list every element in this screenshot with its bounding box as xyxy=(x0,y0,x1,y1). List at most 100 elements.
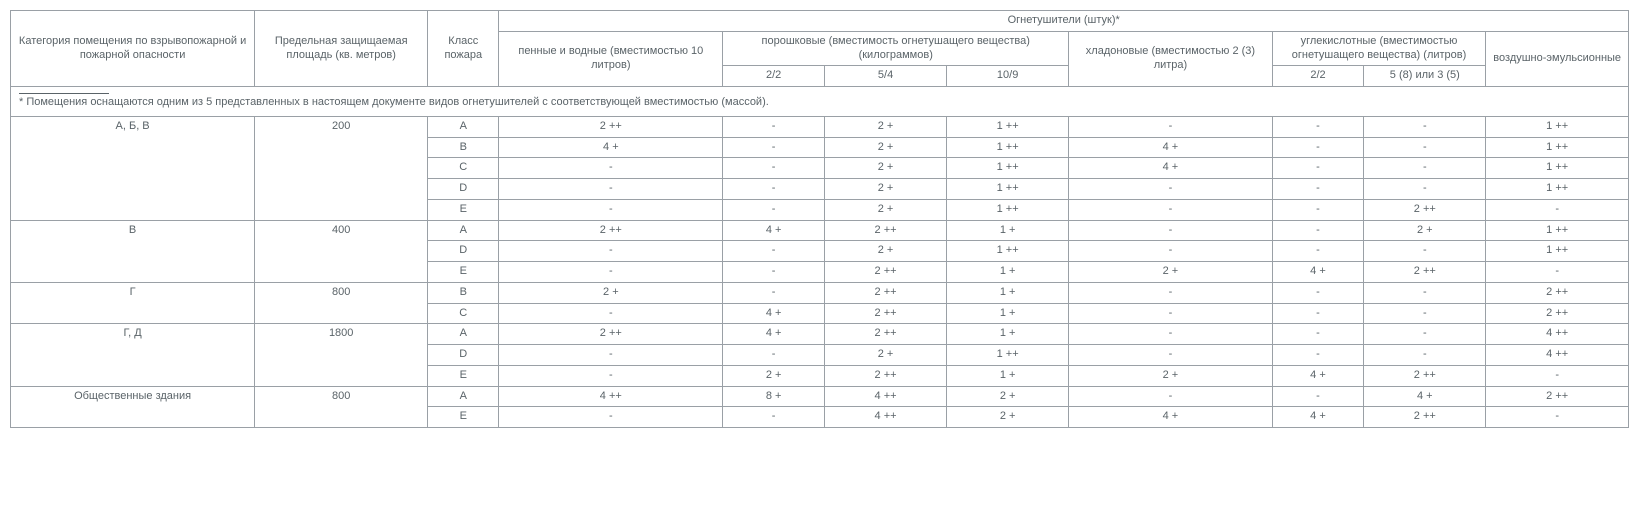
cell-area: 200 xyxy=(255,116,428,220)
cell-foam: 2 ++ xyxy=(499,220,723,241)
cell-powder-22: - xyxy=(723,282,825,303)
cell-powder-22: 8 + xyxy=(723,386,825,407)
cell-halon: - xyxy=(1069,179,1273,200)
cell-co2-22: - xyxy=(1272,116,1364,137)
cell-foam: 2 + xyxy=(499,282,723,303)
cell-air: 4 ++ xyxy=(1486,324,1629,345)
cell-halon: - xyxy=(1069,116,1273,137)
cell-fire-class: С xyxy=(428,303,499,324)
cell-powder-54: 2 ++ xyxy=(825,262,947,283)
cell-powder-54: 2 + xyxy=(825,241,947,262)
cell-co2-5: - xyxy=(1364,303,1486,324)
cell-powder-22: - xyxy=(723,116,825,137)
table-row: Общественные здания800А4 ++8 +4 ++2 +--4… xyxy=(11,386,1629,407)
cell-halon: 2 + xyxy=(1069,365,1273,386)
cell-powder-109: 1 + xyxy=(947,282,1069,303)
cell-co2-22: 4 + xyxy=(1272,262,1364,283)
cell-halon: 4 + xyxy=(1069,407,1273,428)
cell-fire-class: Е xyxy=(428,262,499,283)
cell-area: 800 xyxy=(255,386,428,428)
cell-air: 2 ++ xyxy=(1486,282,1629,303)
cell-halon: - xyxy=(1069,220,1273,241)
cell-co2-5: - xyxy=(1364,137,1486,158)
cell-fire-class: D xyxy=(428,179,499,200)
cell-powder-109: 1 ++ xyxy=(947,345,1069,366)
col-co2-5: 5 (8) или 3 (5) xyxy=(1364,66,1486,87)
cell-powder-54: 2 ++ xyxy=(825,324,947,345)
cell-co2-5: 2 + xyxy=(1364,220,1486,241)
cell-fire-class: D xyxy=(428,241,499,262)
table-body: * Помещения оснащаются одним из 5 предст… xyxy=(11,87,1629,428)
cell-powder-22: 4 + xyxy=(723,324,825,345)
cell-air: - xyxy=(1486,199,1629,220)
cell-foam: - xyxy=(499,179,723,200)
cell-powder-22: - xyxy=(723,137,825,158)
cell-foam: - xyxy=(499,241,723,262)
cell-powder-54: 4 ++ xyxy=(825,407,947,428)
cell-powder-22: 2 + xyxy=(723,365,825,386)
cell-foam: - xyxy=(499,303,723,324)
col-halon: хладоновые (вместимостью 2 (3) литра) xyxy=(1069,31,1273,86)
cell-halon: 2 + xyxy=(1069,262,1273,283)
cell-halon: - xyxy=(1069,345,1273,366)
cell-co2-22: - xyxy=(1272,282,1364,303)
cell-powder-54: 2 ++ xyxy=(825,365,947,386)
cell-fire-class: Е xyxy=(428,199,499,220)
col-powder-109: 10/9 xyxy=(947,66,1069,87)
col-foam: пенные и водные (вместимостью 10 литров) xyxy=(499,31,723,86)
cell-air: - xyxy=(1486,407,1629,428)
cell-category: А, Б, В xyxy=(11,116,255,220)
cell-co2-5: - xyxy=(1364,241,1486,262)
cell-fire-class: Е xyxy=(428,407,499,428)
col-area: Предельная защищаемая площадь (кв. метро… xyxy=(255,11,428,87)
col-co2: углекислотные (вместимостью огнетушащего… xyxy=(1272,31,1486,66)
cell-fire-class: С xyxy=(428,158,499,179)
cell-category: В xyxy=(11,220,255,282)
cell-air: 1 ++ xyxy=(1486,220,1629,241)
cell-halon: 4 + xyxy=(1069,137,1273,158)
cell-foam: 4 ++ xyxy=(499,386,723,407)
cell-co2-22: - xyxy=(1272,386,1364,407)
cell-co2-22: - xyxy=(1272,345,1364,366)
cell-co2-5: - xyxy=(1364,116,1486,137)
cell-fire-class: А xyxy=(428,324,499,345)
cell-foam: 4 + xyxy=(499,137,723,158)
cell-foam: - xyxy=(499,158,723,179)
cell-powder-109: 1 + xyxy=(947,365,1069,386)
cell-powder-109: 1 ++ xyxy=(947,241,1069,262)
cell-co2-5: - xyxy=(1364,324,1486,345)
cell-powder-109: 2 + xyxy=(947,386,1069,407)
cell-co2-22: - xyxy=(1272,324,1364,345)
cell-halon: 4 + xyxy=(1069,158,1273,179)
col-co2-22: 2/2 xyxy=(1272,66,1364,87)
cell-powder-109: 1 ++ xyxy=(947,199,1069,220)
cell-powder-22: 4 + xyxy=(723,220,825,241)
cell-co2-5: - xyxy=(1364,179,1486,200)
cell-co2-5: - xyxy=(1364,282,1486,303)
col-extinguishers: Огнетушители (штук)* xyxy=(499,11,1629,32)
cell-powder-54: 2 ++ xyxy=(825,303,947,324)
cell-co2-5: - xyxy=(1364,345,1486,366)
cell-co2-5: 2 ++ xyxy=(1364,199,1486,220)
cell-powder-109: 1 ++ xyxy=(947,137,1069,158)
cell-co2-22: 4 + xyxy=(1272,365,1364,386)
cell-foam: - xyxy=(499,262,723,283)
cell-co2-22: - xyxy=(1272,241,1364,262)
cell-fire-class: В xyxy=(428,282,499,303)
col-category: Категория помещения по взрывопожарной и … xyxy=(11,11,255,87)
cell-air: - xyxy=(1486,365,1629,386)
cell-powder-109: 1 ++ xyxy=(947,179,1069,200)
cell-powder-54: 2 + xyxy=(825,158,947,179)
cell-powder-54: 4 ++ xyxy=(825,386,947,407)
cell-foam: - xyxy=(499,365,723,386)
cell-foam: 2 ++ xyxy=(499,116,723,137)
extinguishers-table: Категория помещения по взрывопожарной и … xyxy=(10,10,1629,428)
table-row: Г, Д1800А2 ++4 +2 ++1 +---4 ++ xyxy=(11,324,1629,345)
cell-halon: - xyxy=(1069,386,1273,407)
cell-powder-54: 2 ++ xyxy=(825,282,947,303)
cell-co2-22: - xyxy=(1272,158,1364,179)
cell-air: 1 ++ xyxy=(1486,116,1629,137)
cell-air: 1 ++ xyxy=(1486,158,1629,179)
cell-halon: - xyxy=(1069,199,1273,220)
cell-powder-54: 2 ++ xyxy=(825,220,947,241)
